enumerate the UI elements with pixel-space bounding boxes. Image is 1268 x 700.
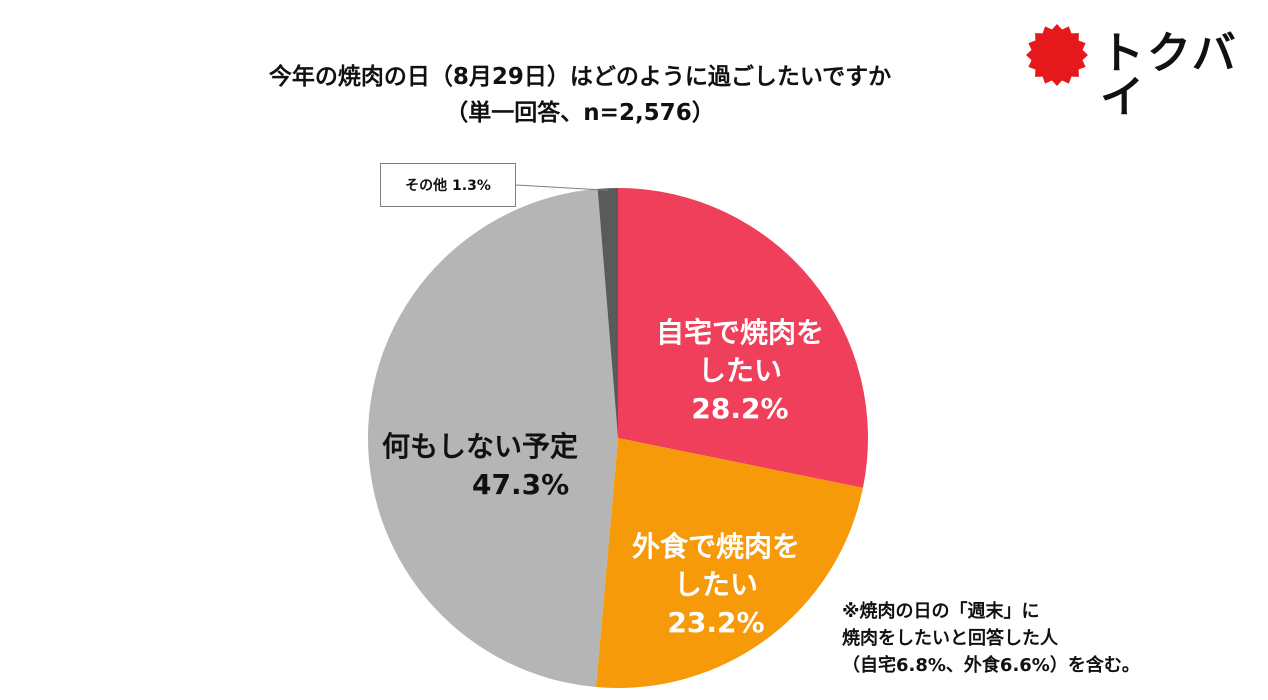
label-home: 自宅で焼肉を したい 28.2% [640, 314, 840, 428]
label-nothing-pct: 47.3% [472, 468, 570, 501]
brand-name: トクバイ [1100, 28, 1239, 123]
footnote-line3: （自宅6.8%、外食6.6%）を含む。 [842, 655, 1140, 676]
label-eatout-line2: したい [673, 568, 758, 601]
sun-badge-icon [1026, 24, 1088, 86]
slice-eatout [596, 438, 863, 689]
slice-nothing [368, 188, 618, 688]
label-home-pct: 28.2% [691, 392, 789, 425]
label-eatout: 外食で焼肉を したい 23.2% [616, 528, 816, 642]
footnote-line2: 焼肉をしたいと回答した人 [842, 628, 1058, 649]
label-nothing: 何もしない予定 47.3% [382, 428, 592, 504]
footnote-line1: ※焼肉の日の「週末」に [842, 601, 1040, 622]
other-leader-line [515, 184, 608, 191]
label-eatout-pct: 23.2% [667, 606, 765, 639]
footnote: ※焼肉の日の「週末」に 焼肉をしたいと回答した人 （自宅6.8%、外食6.6%）… [842, 598, 1140, 679]
brand-logo: トクバイ [1024, 22, 1254, 120]
label-other-text: その他 1.3% [405, 178, 491, 194]
chart-subtitle: （単一回答、n=2,576） [445, 100, 715, 126]
label-other: その他 1.3% [380, 163, 516, 207]
slice-home [618, 188, 868, 488]
label-home-line2: したい [697, 354, 782, 387]
slice-other [597, 188, 618, 438]
label-nothing-line1: 何もしない予定 [382, 430, 579, 463]
label-eatout-line1: 外食で焼肉を [631, 530, 800, 563]
chart-title: 今年の焼肉の日（8月29日）はどのように過ごしたいですか [268, 64, 892, 90]
label-home-line1: 自宅で焼肉を [655, 316, 824, 349]
